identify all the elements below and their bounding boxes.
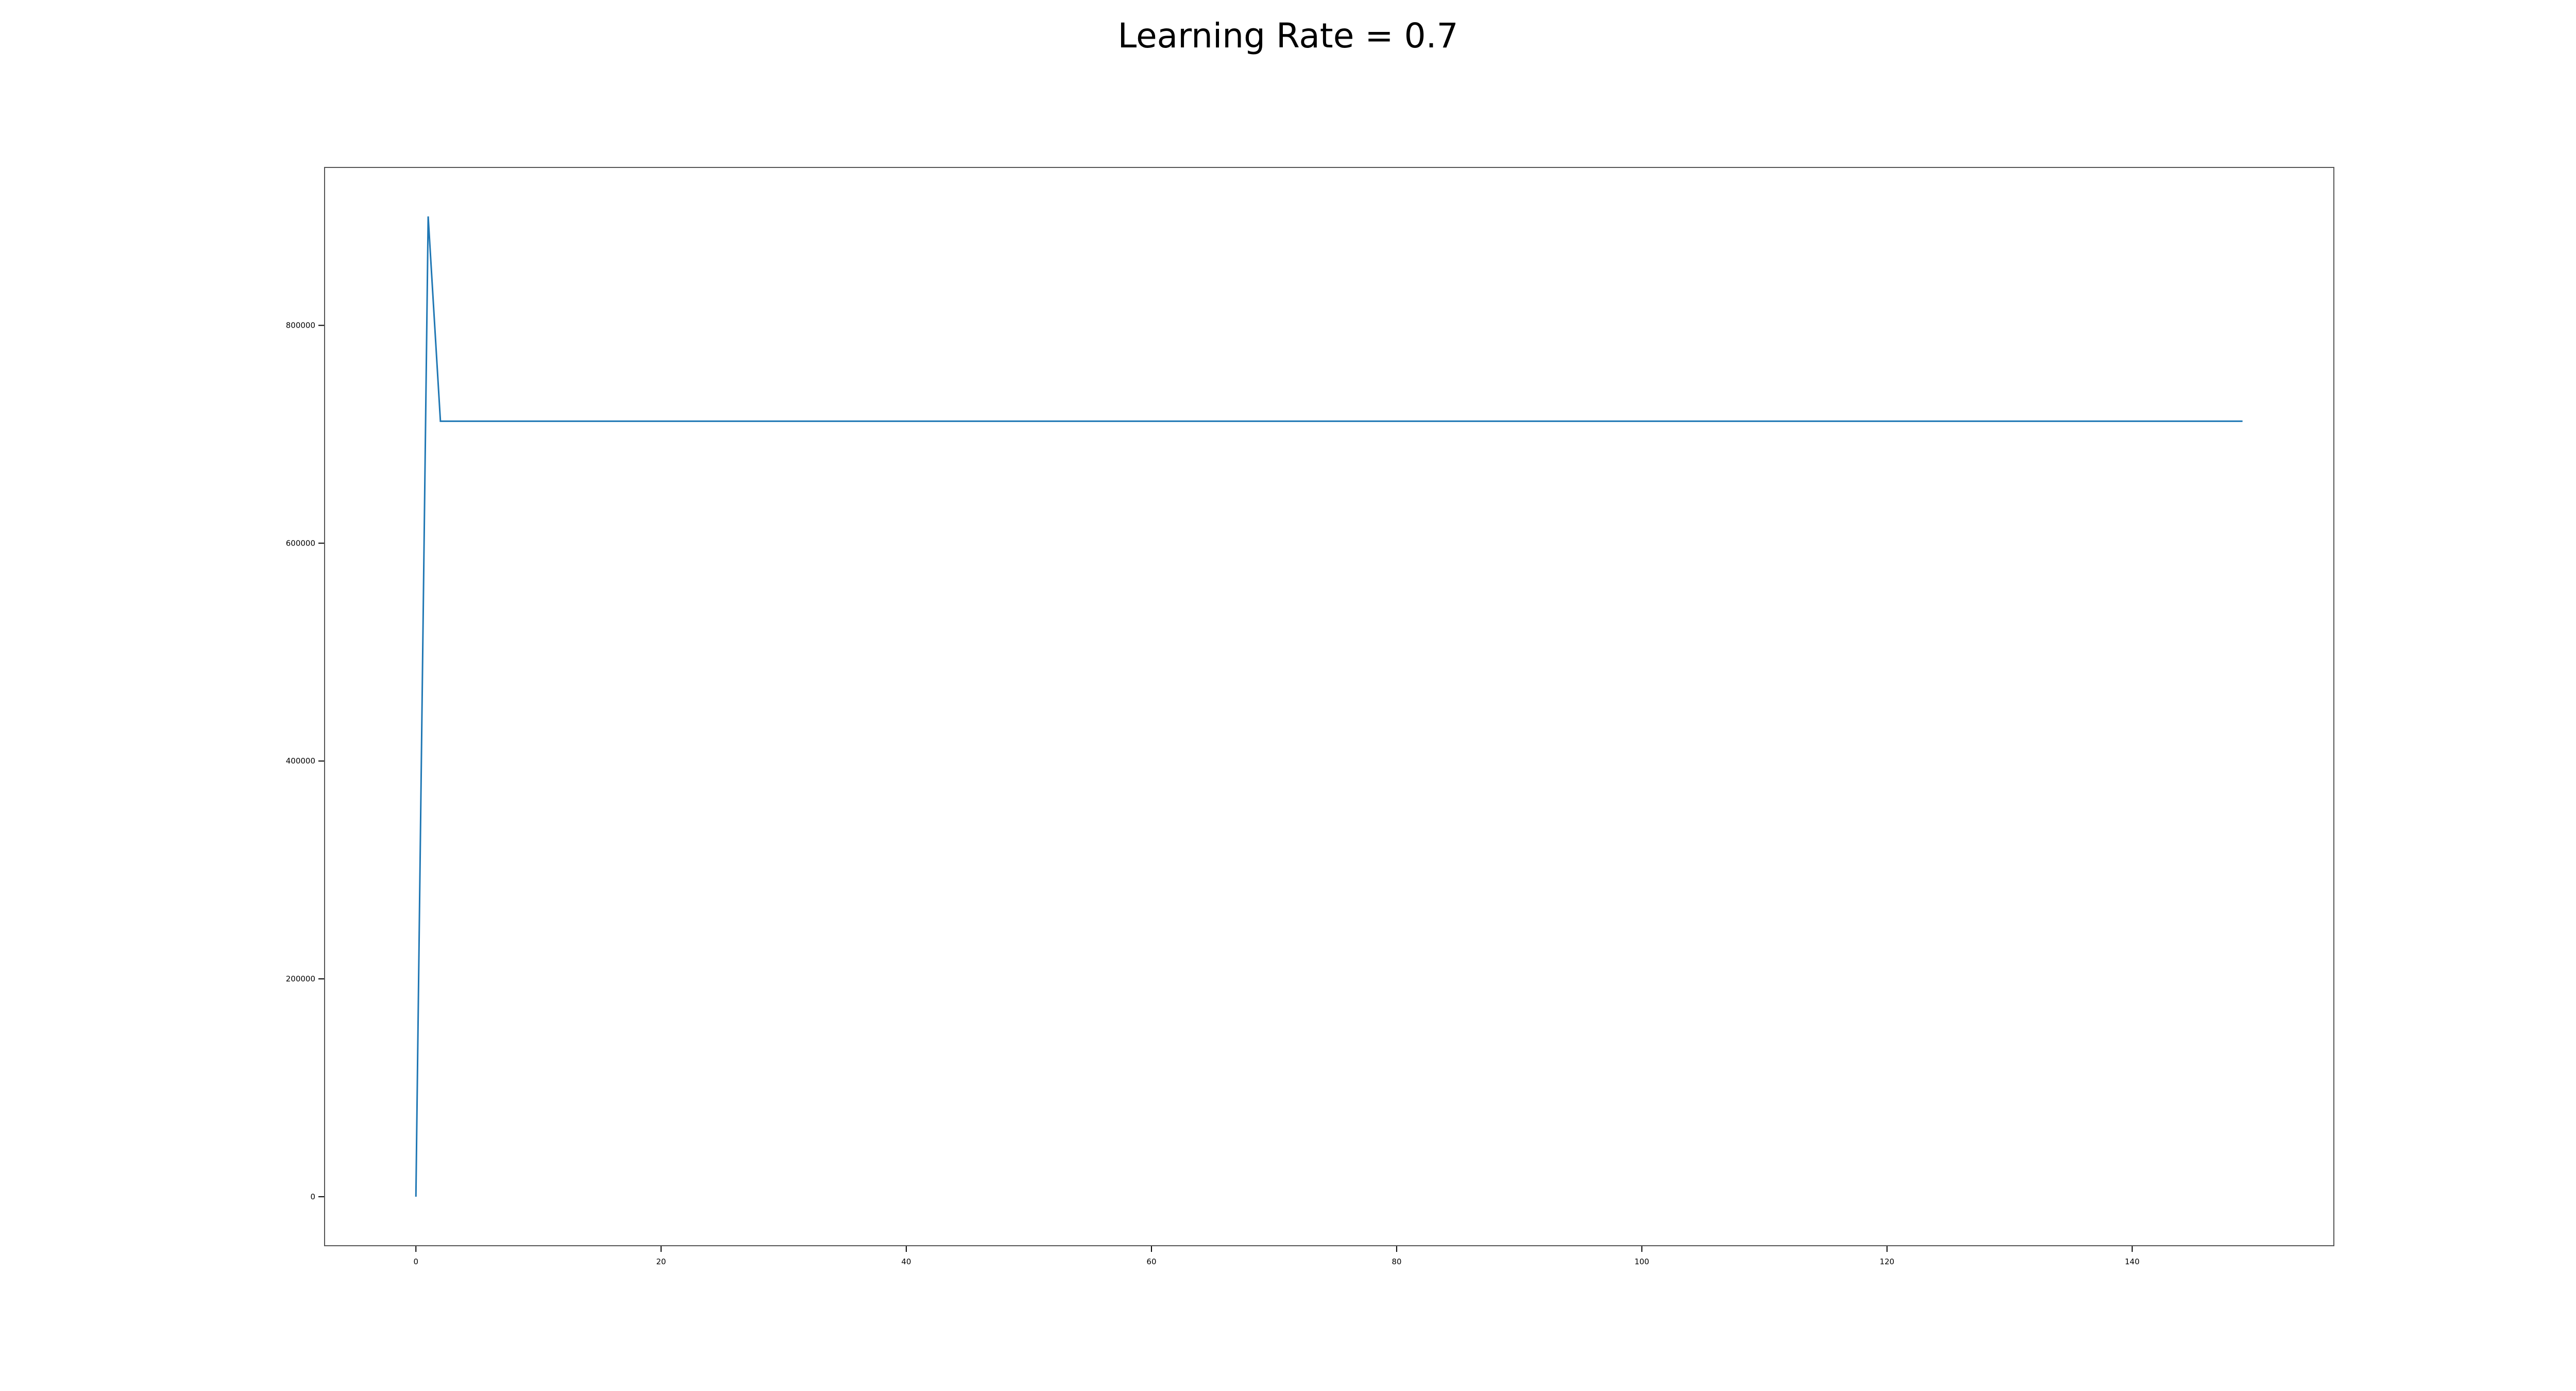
- x-tick-label: 0: [413, 1257, 418, 1266]
- x-tick-label: 20: [656, 1257, 666, 1266]
- x-tick-label: 140: [2125, 1257, 2140, 1266]
- chart-title: Learning Rate = 0.7: [1117, 16, 1459, 56]
- x-axis: 0 20 40 60 80 100 120 140: [413, 1246, 2140, 1266]
- plot-layer: [415, 216, 2243, 1197]
- y-tick-label: 0: [310, 1192, 315, 1201]
- y-tick-label: 200000: [286, 974, 315, 983]
- x-tick-label: 80: [1392, 1257, 1401, 1266]
- x-tick-label: 100: [1634, 1257, 1649, 1266]
- series-line-0: [415, 216, 2243, 1197]
- x-tick-label: 40: [902, 1257, 911, 1266]
- plot-frame: [324, 167, 2334, 1246]
- y-tick-label: 600000: [286, 538, 315, 548]
- y-tick-label: 400000: [286, 756, 315, 766]
- y-tick-label: 800000: [286, 321, 315, 330]
- x-tick-label: 60: [1146, 1257, 1156, 1266]
- x-tick-label: 120: [1879, 1257, 1894, 1266]
- y-axis: 0 200000 400000 600000 800000: [286, 321, 325, 1201]
